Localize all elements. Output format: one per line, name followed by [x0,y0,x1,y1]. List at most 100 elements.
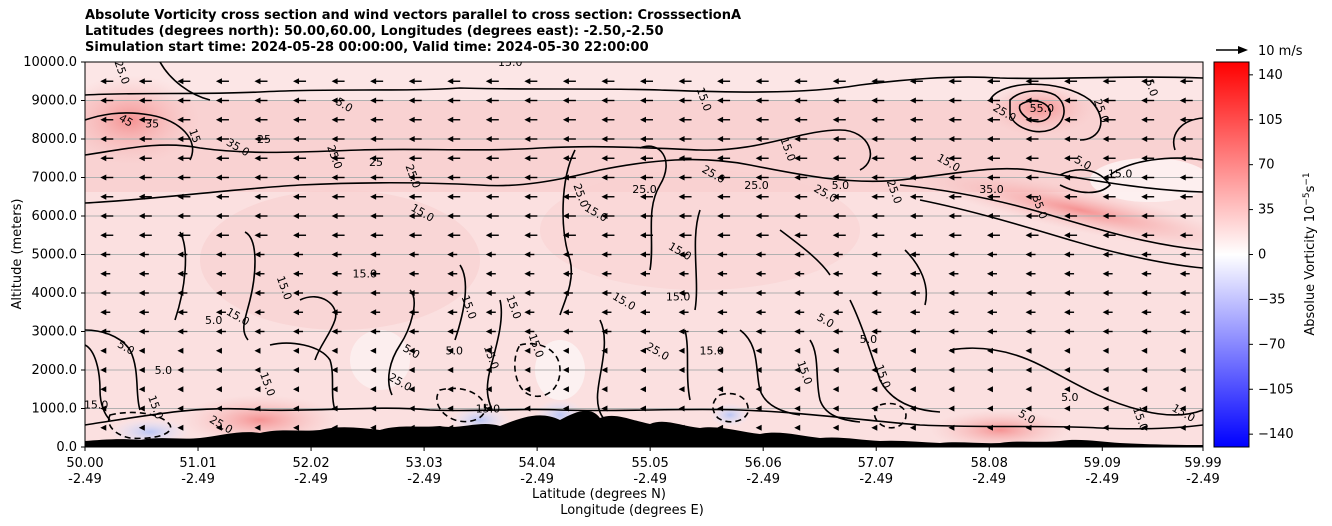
wind-vector [948,213,962,219]
wind-vector [138,367,145,373]
wind-vector-head [640,405,646,412]
wind-vector [215,386,222,393]
x-tick-label-lat: 51.01 [179,456,216,471]
wind-vector-head [832,213,839,219]
contour-line [989,83,1102,141]
wind-vector-head [1141,97,1148,104]
wind-vector [1025,155,1039,162]
x-axis: 50.00-2.4951.01-2.4952.02-2.4953.03-2.49… [66,447,1222,487]
wind-vector [794,405,801,412]
contour-label: 35 [145,117,159,130]
wind-vector [293,232,307,239]
x-axis-label-longitude: Longitude (degrees E) [560,503,704,518]
wind-vector-head [408,405,415,412]
wind-vector-head [1025,193,1032,200]
wind-vector [1102,328,1113,335]
wind-vector [1179,116,1193,123]
wind-vector-head [254,116,261,123]
wind-vector-head [177,424,184,431]
wind-vector [948,290,959,296]
wind-vector [1064,309,1075,316]
chart-title-line-2: Latitudes (degrees north): 50.00,60.00, … [85,24,664,39]
wind-vector [562,290,573,296]
wind-vector [485,136,499,142]
wind-vector-head [678,309,685,316]
wind-vector-head [1179,290,1186,296]
wind-vector [717,405,724,412]
wind-vector-head [370,97,377,104]
wind-vector-head [215,405,222,412]
wind-vector-head [794,290,801,296]
wind-vector [254,424,261,431]
wind-vector [909,290,920,296]
wind-vector [215,193,229,200]
wind-vector [986,328,997,335]
wind-vector [1179,290,1190,296]
wind-vector-head [562,174,569,181]
wind-vector-head [524,367,531,373]
wind-vector-head [1102,213,1109,219]
wind-vector [293,270,304,277]
wind-vector-head [871,213,878,219]
wind-vector [293,386,300,393]
wind-vector [755,270,766,277]
wind-vector-head [408,347,415,354]
wind-vector [562,386,569,393]
wind-vector-head [1179,97,1186,104]
wind-vector-head [408,232,415,239]
wind-vector [601,309,612,316]
wind-vector-head [485,155,492,162]
wind-vector [177,424,184,431]
wind-vector-head [1102,386,1109,393]
wind-vector [717,116,731,123]
wind-vector-head [138,290,145,296]
wind-vector-head [138,78,145,85]
wind-vector-head [447,309,454,316]
wind-vector [138,424,145,431]
wind-vector-head [1141,424,1148,431]
wind-vector-head [524,136,531,142]
wind-vector-head [717,136,724,142]
contour-line [779,229,831,276]
terrain-silhouette [85,410,1203,447]
wind-vector-head [177,367,184,373]
wind-vector [254,174,268,181]
wind-vector [331,290,342,296]
wind-vector [1064,116,1078,123]
wind-vector-head [678,116,685,123]
wind-vector [1141,97,1155,104]
wind-vector [562,116,576,123]
wind-vector [832,290,843,296]
wind-vector-head [909,347,916,354]
wind-vector-head [447,155,454,162]
wind-vector-head [1141,347,1148,354]
wind-vector-head [331,367,338,373]
wind-vector [871,270,882,277]
wind-vector [485,386,492,393]
wind-vector-head [909,193,916,200]
wind-vector-head [1025,405,1032,412]
wind-vector-head [447,270,454,277]
wind-vector-head [1102,78,1109,85]
wind-vector [254,367,261,373]
wind-vector [601,136,615,142]
wind-vector-head [1179,367,1186,373]
wind-vector [948,174,962,181]
wind-vector [138,328,149,335]
wind-vector-head [293,424,300,431]
wind-vector [717,290,728,296]
wind-vector [1179,386,1186,393]
wind-vector [138,116,152,123]
wind-vector-head [254,213,261,219]
wind-vector [138,251,149,258]
wind-vector-head [215,155,222,162]
wind-vector [254,251,265,258]
wind-vector [447,309,458,316]
wind-vector [215,116,229,123]
x-tick-label-lat: 54.04 [519,456,556,471]
wind-vector [948,251,959,258]
wind-vector [447,213,461,219]
wind-vector-head [755,193,762,200]
wind-vector-head [177,193,184,200]
wind-vector-head [370,367,377,373]
